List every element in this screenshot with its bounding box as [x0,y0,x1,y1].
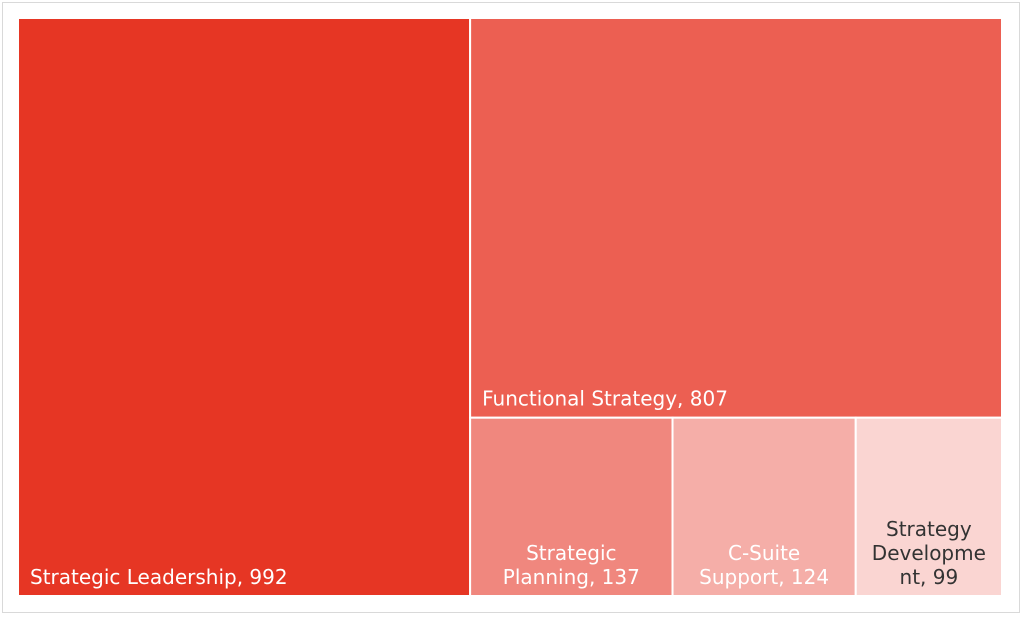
tile-strategic-planning [469,416,674,597]
tile-functional-strategy [469,17,1003,419]
tile-strategic-leadership [17,17,472,597]
tile-label-strategy-development: Strategy Developme nt, 99 [872,517,986,589]
tile-label-c-suite-support: C-Suite Support, 124 [699,541,829,589]
tile-label-functional-strategy: Functional Strategy, 807 [482,387,728,411]
tile-label-strategic-planning: Strategic Planning, 137 [503,541,640,589]
tile-strategy-development [854,416,1003,597]
tile-label-strategic-leadership: Strategic Leadership, 992 [30,565,288,589]
tile-c-suite-support [671,416,857,597]
